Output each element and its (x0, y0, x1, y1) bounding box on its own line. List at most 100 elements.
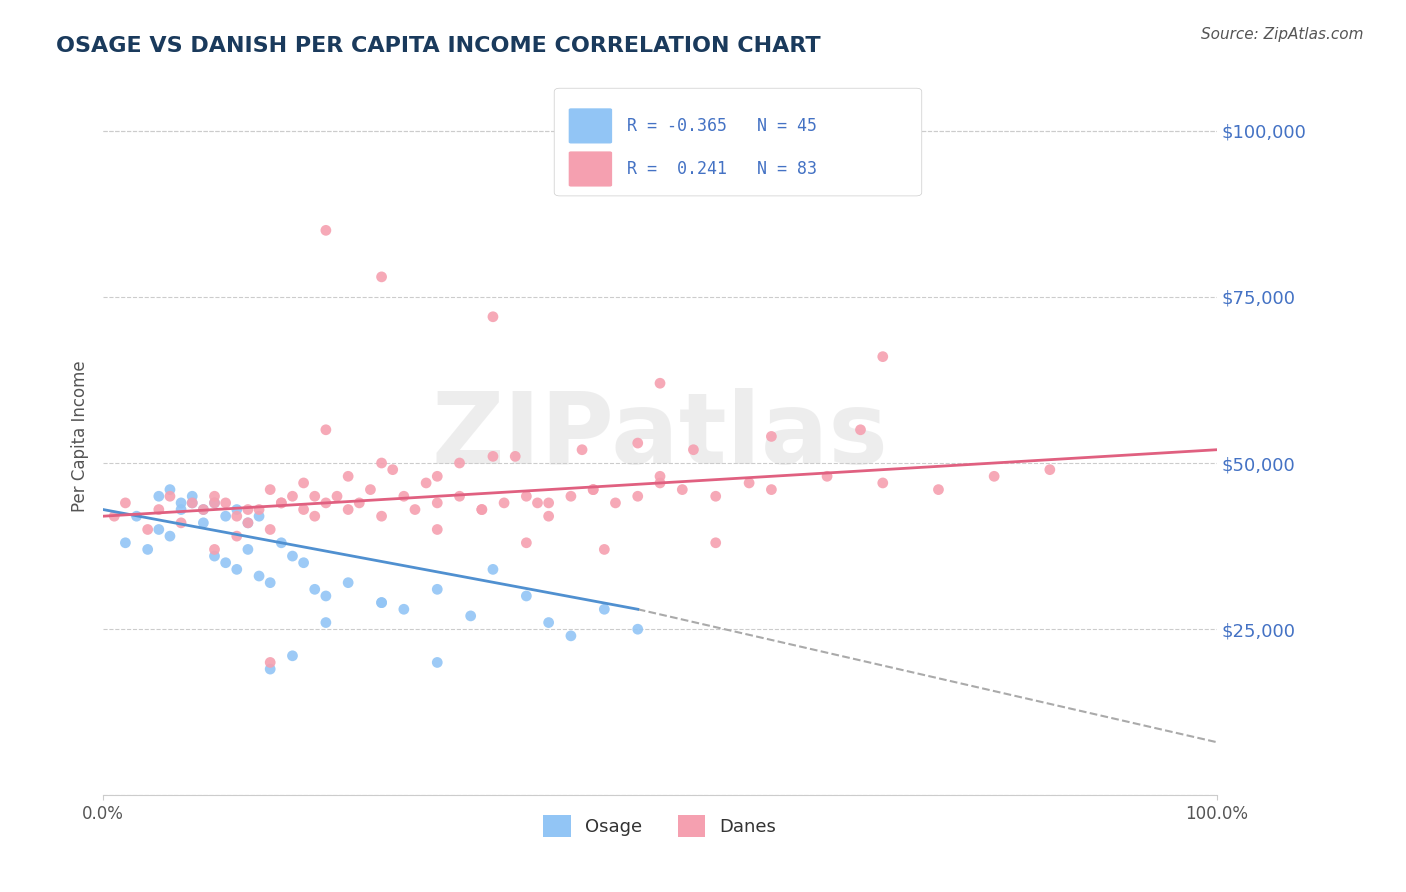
Point (225, 509, 247, 524)
Point (148, 489, 170, 503)
Point (471, 502, 494, 516)
Point (515, 536, 537, 550)
Point (292, 502, 315, 516)
Point (370, 596, 392, 610)
Point (204, 549, 226, 563)
Point (337, 502, 360, 516)
Point (259, 523, 281, 537)
Point (404, 502, 426, 516)
Point (304, 509, 326, 524)
Point (415, 475, 437, 490)
Point (315, 496, 337, 510)
Point (426, 582, 449, 597)
Point (392, 602, 415, 616)
Y-axis label: Per Capita Income: Per Capita Income (72, 360, 89, 512)
Text: R = -0.365   N = 45: R = -0.365 N = 45 (627, 117, 817, 135)
Point (370, 269, 392, 284)
Point (482, 310, 505, 324)
Point (582, 483, 605, 497)
Point (148, 502, 170, 516)
Point (204, 496, 226, 510)
Point (315, 589, 337, 603)
Point (214, 509, 236, 524)
Point (292, 556, 315, 570)
Point (983, 469, 1005, 483)
Point (236, 516, 259, 530)
Point (304, 489, 326, 503)
Point (537, 615, 560, 630)
Text: OSAGE VS DANISH PER CAPITA INCOME CORRELATION CHART: OSAGE VS DANISH PER CAPITA INCOME CORREL… (56, 36, 821, 55)
Point (761, 483, 783, 497)
Point (170, 502, 193, 516)
Point (103, 509, 125, 524)
Point (125, 509, 148, 524)
Point (181, 489, 204, 503)
Point (738, 475, 761, 490)
Point (671, 483, 693, 497)
Point (1039, 463, 1062, 477)
Point (426, 656, 449, 670)
Point (315, 223, 337, 237)
Point (148, 523, 170, 537)
Point (236, 542, 259, 557)
Point (326, 489, 349, 503)
Point (593, 542, 616, 557)
Point (159, 489, 181, 503)
Point (281, 648, 304, 663)
Point (114, 496, 136, 510)
Point (515, 589, 537, 603)
Point (503, 450, 526, 464)
Point (247, 502, 270, 516)
Point (193, 516, 215, 530)
Point (648, 475, 671, 490)
Point (259, 575, 281, 590)
Point (370, 596, 392, 610)
Point (193, 502, 215, 516)
Point (571, 442, 593, 457)
Point (225, 529, 247, 543)
Point (849, 423, 872, 437)
Point (426, 496, 449, 510)
Point (214, 496, 236, 510)
Point (359, 483, 381, 497)
Point (460, 608, 482, 623)
Point (704, 536, 727, 550)
Point (392, 489, 415, 503)
Point (281, 489, 304, 503)
Point (337, 469, 360, 483)
Point (270, 496, 292, 510)
Point (236, 516, 259, 530)
Point (181, 496, 204, 510)
Point (370, 456, 392, 470)
Point (482, 450, 505, 464)
Point (605, 496, 627, 510)
Point (761, 429, 783, 443)
Point (627, 622, 650, 636)
Point (315, 423, 337, 437)
Point (259, 483, 281, 497)
Point (204, 489, 226, 503)
Point (648, 376, 671, 391)
Point (449, 456, 471, 470)
Point (304, 582, 326, 597)
Point (270, 536, 292, 550)
Point (114, 536, 136, 550)
FancyBboxPatch shape (568, 152, 612, 186)
Point (159, 529, 181, 543)
Point (593, 602, 616, 616)
Point (136, 542, 159, 557)
Text: R =  0.241   N = 83: R = 0.241 N = 83 (627, 160, 817, 178)
Point (281, 549, 304, 563)
Point (247, 509, 270, 524)
Point (225, 562, 247, 576)
Point (170, 516, 193, 530)
Point (337, 575, 360, 590)
Point (204, 542, 226, 557)
Point (204, 496, 226, 510)
Point (815, 469, 838, 483)
Point (627, 436, 650, 450)
Point (627, 489, 650, 503)
Point (214, 556, 236, 570)
Point (872, 350, 894, 364)
Point (181, 496, 204, 510)
